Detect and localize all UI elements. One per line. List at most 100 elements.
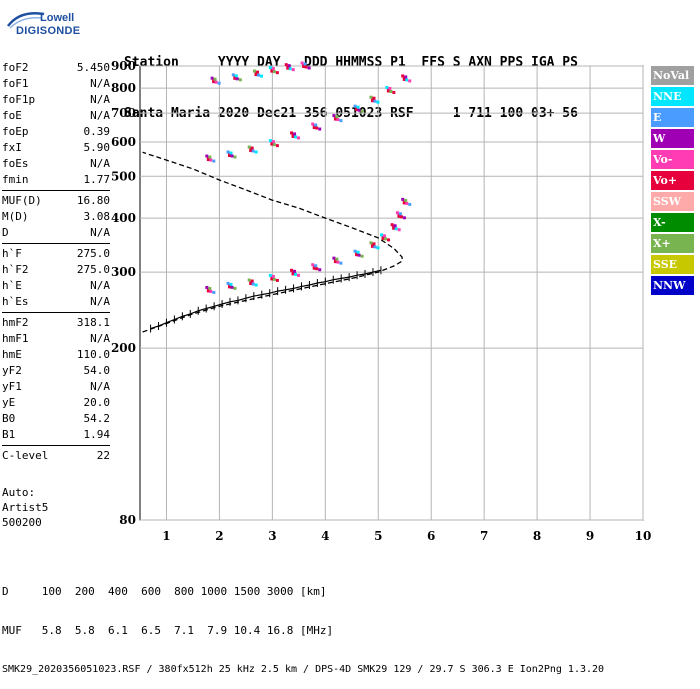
echo-point — [395, 211, 399, 215]
y-tick-label: 500 — [111, 169, 136, 183]
x-tick-label: 3 — [268, 529, 276, 543]
echo-point — [254, 72, 259, 77]
echo-point — [217, 81, 221, 85]
legend-item: NNE — [651, 87, 694, 106]
echo-point — [353, 104, 357, 108]
echo-point — [300, 61, 304, 65]
param-row: M(D) 3.08 — [2, 209, 110, 225]
autoscaling-info: Auto: Artist5 500200 — [2, 485, 48, 530]
echo-point — [256, 73, 260, 77]
param-row: h`F2 275.0 — [2, 262, 110, 278]
legend-item: NNW — [651, 276, 694, 295]
param-value: 54.2 — [83, 412, 111, 425]
auto-software: Artist5 — [2, 501, 49, 514]
echo-point — [275, 278, 279, 282]
echo-point — [286, 65, 291, 70]
y-tick-label: 700 — [111, 106, 136, 120]
echo-point — [332, 114, 336, 118]
param-value: N/A — [90, 109, 110, 122]
echo-point — [254, 283, 258, 287]
echo-point — [205, 154, 209, 158]
echo-point — [333, 259, 338, 264]
x-tick-label: 8 — [533, 529, 541, 543]
echo-point — [231, 73, 235, 77]
echo-point — [206, 157, 211, 162]
param-row: foF2 5.450 — [2, 60, 110, 76]
param-row: C-level 22 — [2, 448, 110, 464]
echo-point — [380, 233, 384, 237]
echo-point — [392, 90, 396, 94]
param-value: N/A — [90, 157, 110, 170]
echo-point — [271, 140, 275, 144]
param-value: N/A — [90, 295, 110, 308]
echo-point — [252, 69, 256, 73]
param-row: B1 1.94 — [2, 427, 110, 443]
echo-point — [335, 257, 339, 261]
echo-point — [275, 144, 279, 148]
legend-item: W — [651, 129, 694, 148]
x-tick-label: 2 — [215, 529, 223, 543]
echo-point — [394, 227, 398, 231]
param-value: N/A — [90, 279, 110, 292]
polarization-legend: NoVal NNE E W Vo- Vo+ SSW X- X+ SSE NNW — [651, 66, 694, 297]
param-row: fxI 5.90 — [2, 140, 110, 156]
param-name: foE — [2, 109, 22, 122]
param-value: 5.90 — [83, 141, 111, 154]
legend-item: E — [651, 108, 694, 127]
ionogram-plot: 1 2 3 4 5 6 7 8 9 10 80 200 300 400 500 600 700 800 900 — [111, 59, 651, 543]
echo-point — [230, 154, 234, 158]
echo-point — [360, 254, 364, 258]
x-tick-label: 4 — [321, 529, 329, 543]
echo-point — [402, 200, 407, 205]
param-name: h`F — [2, 247, 22, 260]
param-row: hmF1 N/A — [2, 331, 110, 347]
echo-point — [405, 78, 409, 82]
param-row: B0 54.2 — [2, 411, 110, 427]
param-row: fmin 1.77 — [2, 172, 110, 188]
param-value: 16.80 — [76, 194, 110, 207]
param-value: 20.0 — [83, 396, 111, 409]
echo-point — [335, 115, 339, 119]
echo-point — [392, 225, 397, 230]
logo-swoosh-icon — [7, 12, 45, 29]
param-row: foEs N/A — [2, 156, 110, 172]
plot-frame — [139, 65, 644, 521]
echo-point — [291, 68, 295, 72]
param-row: yF1 N/A — [2, 379, 110, 395]
auto-label: Auto: — [2, 486, 36, 499]
echo-point — [397, 213, 402, 218]
echo-point — [212, 79, 217, 84]
profile-lines — [142, 151, 403, 333]
echo-point — [353, 249, 357, 253]
param-name: foF1 — [2, 77, 29, 90]
echo-point — [311, 122, 315, 126]
y-tick-label: 600 — [111, 135, 136, 149]
param-name: h`E — [2, 279, 22, 292]
echo-point — [393, 224, 397, 228]
y-tick-label: 800 — [111, 81, 136, 95]
echo-point — [404, 198, 408, 202]
param-value: 22 — [96, 449, 110, 462]
param-separator — [2, 445, 110, 446]
echo-point — [390, 223, 394, 227]
echo-point — [372, 242, 376, 246]
echo-point — [333, 116, 338, 121]
param-row: MUF(D) 16.80 — [2, 193, 110, 209]
param-name: C-level — [2, 449, 49, 462]
footer: D 100 200 400 600 800 1000 1500 3000 [km… — [2, 559, 604, 689]
logo-line2: DIGISONDE — [16, 25, 81, 37]
echo-point — [386, 88, 391, 93]
param-value: N/A — [90, 77, 110, 90]
param-row: h`Es N/A — [2, 294, 110, 310]
logo-line1: Lowell — [40, 12, 75, 24]
y-tick-label: 300 — [111, 265, 136, 279]
echo-point — [401, 74, 405, 78]
echo-point — [212, 159, 216, 163]
echo-point — [294, 272, 298, 276]
echo-point — [404, 75, 408, 79]
param-separator — [2, 243, 110, 244]
echo-point — [339, 261, 343, 265]
echo-point — [228, 152, 233, 157]
echo-point — [291, 271, 296, 276]
y-tick-label: 200 — [111, 341, 136, 355]
